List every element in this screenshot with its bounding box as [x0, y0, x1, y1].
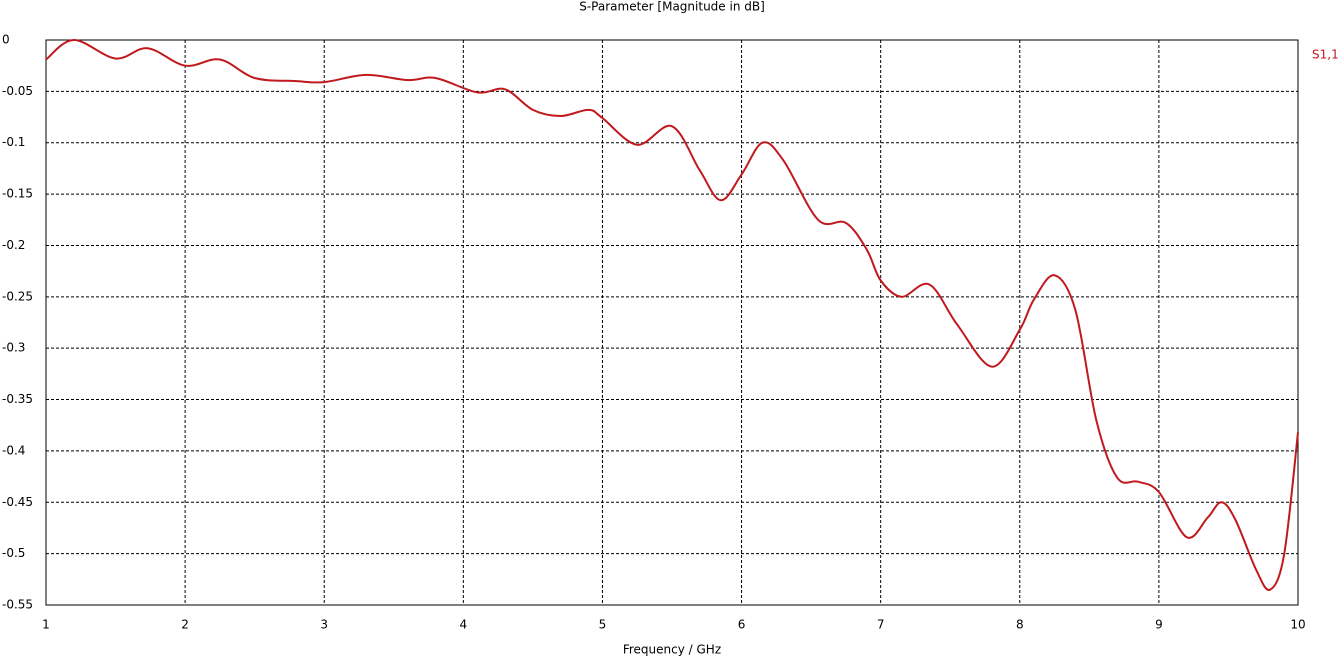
plot-frame	[45, 39, 1299, 606]
y-tick-label: -0.5	[2, 546, 25, 560]
x-tick-label: 7	[877, 618, 885, 632]
x-tick-label: 2	[181, 618, 189, 632]
y-tick-label: -0.55	[2, 598, 33, 612]
y-tick-label: -0.15	[2, 187, 33, 201]
y-tick-label: -0.3	[2, 341, 25, 355]
x-tick-label: 9	[1155, 618, 1163, 632]
y-tick-label: -0.35	[2, 392, 33, 406]
x-tick-label: 10	[1290, 618, 1305, 632]
y-tick-label: 0	[2, 33, 10, 47]
x-tick-label: 5	[599, 618, 607, 632]
x-axis-label: Frequency / GHz	[623, 643, 721, 657]
y-tick-label: -0.4	[2, 443, 25, 457]
x-tick-label: 8	[1016, 618, 1024, 632]
x-tick-label: 3	[320, 618, 328, 632]
x-tick-label: 4	[460, 618, 468, 632]
chart-title: S-Parameter [Magnitude in dB]	[579, 0, 765, 14]
y-tick-label: -0.45	[2, 495, 33, 509]
legend-entry: S1,1	[1312, 48, 1339, 62]
y-tick-label: -0.05	[2, 84, 33, 98]
y-tick-label: -0.1	[2, 135, 25, 149]
y-tick-label: -0.2	[2, 238, 25, 252]
x-tick-label: 1	[42, 618, 50, 632]
line	[45, 38, 1299, 591]
x-tick-label: 6	[738, 618, 746, 632]
y-tick-label: -0.25	[2, 289, 33, 303]
